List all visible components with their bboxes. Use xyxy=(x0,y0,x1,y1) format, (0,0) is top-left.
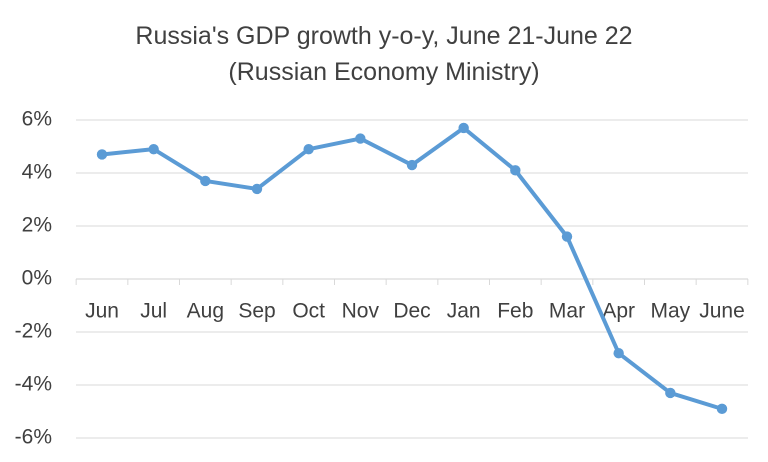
x-tick-label: May xyxy=(650,300,690,323)
x-tick-label: Aug xyxy=(187,300,224,323)
x-tick-label: Dec xyxy=(393,300,430,323)
data-point xyxy=(303,143,314,155)
y-tick-label: -6% xyxy=(15,426,52,449)
y-tick-label: 0% xyxy=(22,267,52,290)
data-point xyxy=(251,183,263,195)
x-tick-label: Mar xyxy=(549,300,585,323)
data-point xyxy=(613,348,624,359)
y-tick-label: -4% xyxy=(15,373,52,396)
data-point xyxy=(561,231,573,242)
x-tick-label: Feb xyxy=(497,300,533,323)
data-point xyxy=(458,122,469,134)
data-point xyxy=(96,149,108,160)
data-point xyxy=(665,387,676,399)
y-tick-label: 4% xyxy=(22,161,52,184)
data-point xyxy=(510,165,521,176)
x-tick-label: Sep xyxy=(238,300,275,323)
data-point xyxy=(200,175,211,187)
chart-title: Russia's GDP growth y-o-y, June 21-June … xyxy=(135,22,633,50)
data-point xyxy=(148,143,159,155)
data-point xyxy=(716,403,728,415)
y-tick-label: -2% xyxy=(15,320,52,343)
x-tick-label: Jan xyxy=(447,300,481,323)
chart-title-block: Russia's GDP growth y-o-y, June 21-June … xyxy=(0,18,768,90)
data-point xyxy=(406,159,418,171)
y-tick-label: 6% xyxy=(22,108,52,131)
chart-subtitle: (Russian Economy Ministry) xyxy=(228,58,540,86)
x-tick-label: Jun xyxy=(85,300,119,323)
x-tick-label: Oct xyxy=(292,300,325,323)
x-tick-label: Jul xyxy=(140,300,167,323)
x-tick-label: June xyxy=(699,300,745,323)
x-tick-label: Nov xyxy=(342,300,380,323)
y-tick-label: 2% xyxy=(22,214,52,237)
x-tick-label: Apr xyxy=(602,300,635,323)
data-point xyxy=(355,133,366,144)
